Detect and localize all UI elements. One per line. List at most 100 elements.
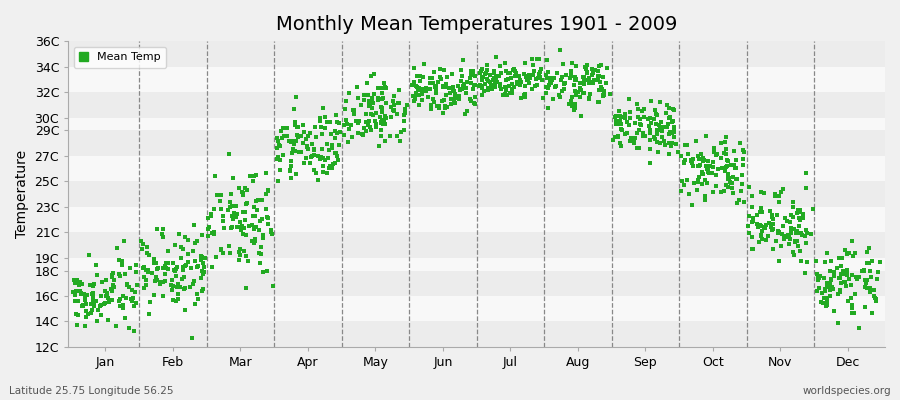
- Point: [643, 146, 657, 152]
- Point: [573, 85, 588, 92]
- Point: [758, 224, 772, 231]
- Point: [409, 90, 423, 96]
- Point: [653, 124, 668, 130]
- Point: [608, 133, 622, 140]
- Point: [567, 107, 581, 113]
- Point: [706, 145, 721, 151]
- Point: [792, 215, 806, 221]
- Point: [717, 138, 732, 145]
- Point: [290, 132, 304, 138]
- Point: [245, 222, 259, 228]
- Point: [325, 145, 339, 151]
- Point: [465, 67, 480, 74]
- Point: [127, 327, 141, 334]
- Point: [364, 127, 379, 133]
- Point: [653, 119, 668, 125]
- Point: [438, 84, 453, 90]
- Point: [313, 118, 328, 124]
- Point: [175, 276, 189, 282]
- Point: [369, 110, 383, 116]
- Point: [757, 190, 771, 196]
- Point: [415, 91, 429, 97]
- Point: [385, 107, 400, 113]
- Point: [633, 120, 647, 127]
- Point: [482, 85, 496, 91]
- Point: [70, 311, 85, 318]
- Point: [571, 88, 585, 95]
- Point: [544, 80, 559, 86]
- Point: [838, 279, 852, 285]
- Point: [686, 163, 700, 169]
- Point: [407, 64, 421, 71]
- Point: [730, 175, 744, 182]
- Point: [823, 292, 837, 299]
- Point: [420, 93, 435, 100]
- Point: [472, 70, 487, 76]
- Point: [316, 169, 330, 175]
- Point: [179, 262, 194, 268]
- Point: [512, 73, 526, 80]
- Point: [766, 226, 780, 232]
- Point: [832, 254, 847, 261]
- Point: [736, 162, 751, 169]
- Point: [850, 275, 865, 282]
- Point: [518, 60, 533, 66]
- Point: [136, 265, 150, 271]
- Point: [725, 190, 740, 196]
- Point: [226, 174, 240, 181]
- Point: [507, 84, 521, 90]
- Point: [579, 65, 593, 72]
- Point: [761, 220, 776, 226]
- Point: [500, 84, 514, 90]
- Point: [647, 134, 662, 140]
- Point: [649, 120, 663, 127]
- Point: [148, 273, 163, 280]
- Point: [565, 103, 580, 109]
- Point: [839, 282, 853, 289]
- Point: [591, 86, 606, 93]
- Point: [754, 204, 769, 211]
- Point: [147, 292, 161, 298]
- Point: [328, 149, 342, 156]
- Point: [464, 80, 479, 86]
- Point: [659, 110, 673, 116]
- Point: [788, 226, 802, 232]
- Point: [727, 164, 742, 171]
- Point: [698, 193, 713, 199]
- Point: [543, 79, 557, 86]
- Point: [614, 114, 628, 120]
- Point: [746, 218, 760, 224]
- Point: [770, 212, 785, 218]
- Point: [518, 91, 533, 98]
- Point: [647, 107, 662, 113]
- Point: [375, 95, 390, 102]
- Point: [340, 121, 355, 128]
- Point: [325, 143, 339, 149]
- Point: [387, 102, 401, 108]
- Point: [85, 290, 99, 297]
- Point: [581, 77, 596, 84]
- Point: [392, 87, 406, 94]
- Point: [783, 218, 797, 225]
- Point: [286, 146, 301, 152]
- Point: [168, 266, 183, 272]
- Point: [463, 96, 477, 102]
- Point: [706, 164, 720, 170]
- Point: [526, 71, 540, 78]
- Point: [241, 258, 256, 264]
- Point: [650, 139, 664, 145]
- Point: [178, 263, 193, 269]
- Point: [174, 244, 188, 251]
- Point: [513, 76, 527, 83]
- Point: [678, 142, 692, 148]
- Point: [737, 199, 751, 205]
- Point: [621, 122, 635, 128]
- Point: [868, 295, 882, 302]
- Point: [94, 302, 108, 308]
- Point: [74, 290, 88, 296]
- Point: [299, 136, 313, 142]
- Point: [466, 86, 481, 92]
- Bar: [68, 41, 885, 66]
- Point: [141, 311, 156, 317]
- Point: [481, 86, 495, 93]
